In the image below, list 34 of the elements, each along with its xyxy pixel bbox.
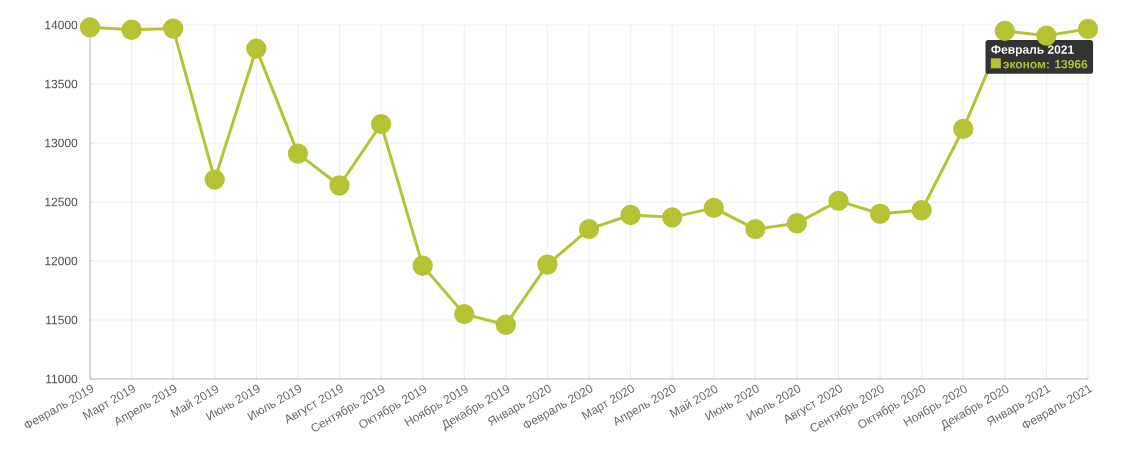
point: [828, 190, 849, 211]
point: [745, 218, 766, 240]
point: [911, 200, 932, 221]
point: [1077, 18, 1099, 40]
y-tick-label: 14000: [45, 20, 78, 30]
point: [786, 213, 808, 234]
point: [662, 207, 683, 228]
point: [869, 203, 891, 224]
point: [953, 118, 974, 140]
point: [287, 143, 309, 164]
y-tick-label: 13500: [45, 79, 78, 89]
point: [703, 197, 724, 219]
point: [1036, 25, 1057, 46]
point: [329, 175, 350, 196]
point: [204, 169, 225, 190]
point: [994, 20, 1016, 42]
point: [163, 18, 184, 39]
point: [495, 314, 517, 335]
annotation: эконом: 13966: [1003, 59, 1088, 69]
y-tick-label: 12000: [45, 256, 78, 266]
point: [454, 303, 475, 325]
point: [79, 17, 101, 38]
point: [370, 113, 392, 135]
point: [412, 255, 433, 276]
y-tick-label: 11000: [46, 374, 78, 384]
y-tick-label: 13000: [45, 138, 78, 148]
point: [121, 19, 142, 40]
annotation: Февраль 2021: [991, 45, 1074, 57]
point: [537, 254, 558, 275]
point: [578, 218, 600, 240]
y-tick-label: 12500: [45, 197, 78, 207]
point: [620, 204, 641, 226]
point: [246, 38, 267, 59]
y-tick-label: 11500: [46, 315, 78, 325]
